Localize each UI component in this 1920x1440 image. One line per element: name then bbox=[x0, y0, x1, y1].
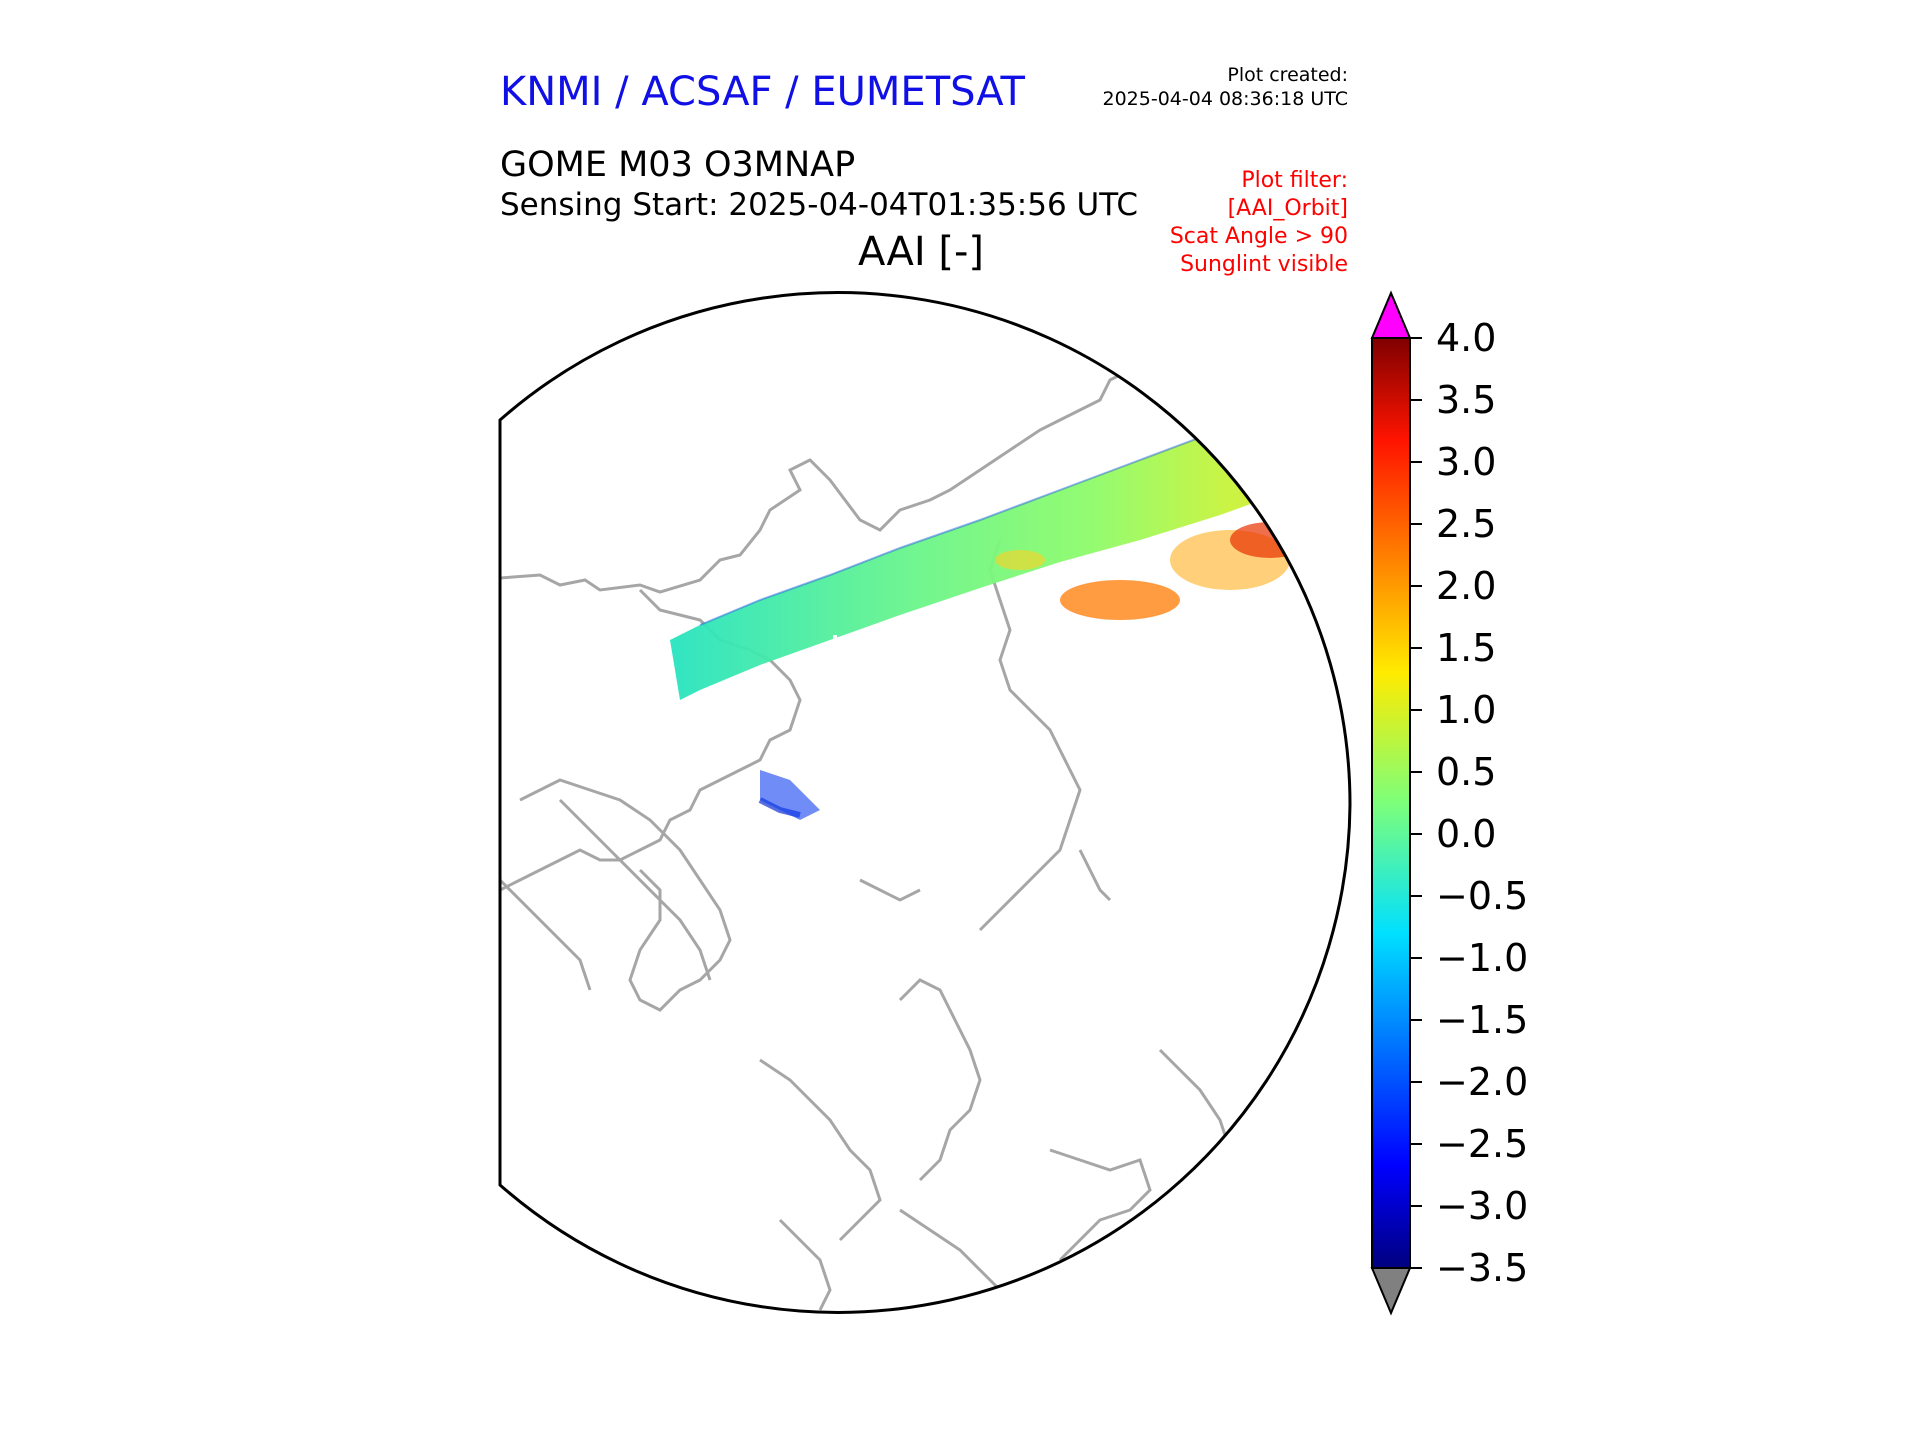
plot-filter-sunglint: Sunglint visible bbox=[1180, 252, 1348, 277]
colorbar-tick-label: 0.0 bbox=[1436, 812, 1497, 856]
colorbar-tick-label: −2.0 bbox=[1436, 1060, 1529, 1104]
colorbar-tick-label: −1.5 bbox=[1436, 998, 1529, 1042]
variable-title: AAI [-] bbox=[858, 229, 984, 275]
colorbar-extend-min bbox=[1370, 1267, 1412, 1316]
colorbar-tick-label: 2.0 bbox=[1436, 564, 1497, 608]
colorbar-tick-label: 0.5 bbox=[1436, 750, 1497, 794]
map-boundary bbox=[498, 291, 1352, 1314]
plot-filter-label: Plot filter: bbox=[1241, 168, 1348, 193]
colorbar-tick-label: −3.5 bbox=[1436, 1246, 1529, 1290]
map-area bbox=[500, 292, 1351, 1313]
colorbar-tick-label: 1.5 bbox=[1436, 626, 1497, 670]
colorbar bbox=[1370, 290, 1422, 1316]
colorbar-tick-label: −0.5 bbox=[1436, 874, 1529, 918]
plot-filter-name: [AAI_Orbit] bbox=[1227, 196, 1348, 221]
product-title: GOME M03 O3MNAP bbox=[500, 145, 856, 185]
colorbar-tick-label: −3.0 bbox=[1436, 1184, 1529, 1228]
sensing-start: Sensing Start: 2025-04-04T01:35:56 UTC bbox=[500, 187, 1138, 223]
plot-created-label: Plot created: bbox=[1227, 64, 1348, 86]
colorbar-tick-label: 1.0 bbox=[1436, 688, 1497, 732]
plot-created-time: 2025-04-04 08:36:18 UTC bbox=[1102, 88, 1349, 110]
colorbar-tick-label: −1.0 bbox=[1436, 936, 1529, 980]
colorbar-tick-label: 4.0 bbox=[1436, 316, 1497, 360]
brand-title: KNMI / ACSAF / EUMETSAT bbox=[500, 69, 1025, 115]
colorbar-tick-label: 2.5 bbox=[1436, 502, 1497, 546]
colorbar-tick-label: 3.0 bbox=[1436, 440, 1497, 484]
colorbar-tick-label: 3.5 bbox=[1436, 378, 1497, 422]
colorbar-extend-max bbox=[1370, 290, 1412, 339]
plot-filter-scat-angle: Scat Angle > 90 bbox=[1169, 224, 1348, 249]
colorbar-tick-label: −2.5 bbox=[1436, 1122, 1529, 1166]
colorbar-gradient bbox=[1372, 338, 1410, 1268]
